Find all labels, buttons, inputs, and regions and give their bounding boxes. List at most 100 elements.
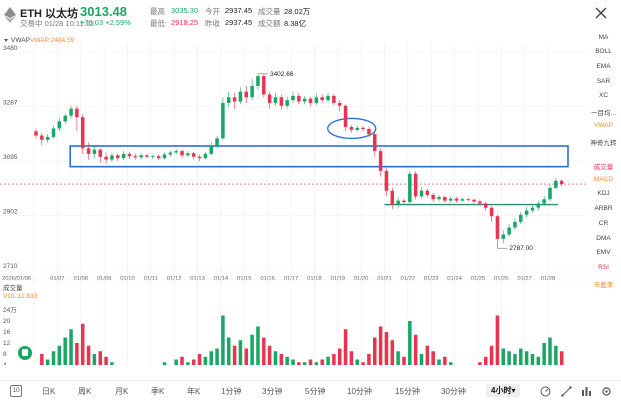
price-tick-label: 3480	[3, 45, 18, 52]
date-label: 01/13	[190, 276, 205, 282]
candle-body	[226, 97, 231, 103]
volume-bar	[197, 354, 202, 365]
period-day[interactable]: 日K	[42, 387, 56, 396]
candle-body	[367, 129, 371, 135]
volume-bar	[355, 359, 360, 365]
candle-body	[337, 102, 342, 106]
candle-body	[495, 216, 500, 239]
indicator-boll[interactable]: BOLL	[595, 48, 612, 55]
price-tick-label: 3287	[3, 100, 18, 107]
vwap-legend: VWAP VWAP:2484.59	[4, 37, 75, 44]
close-icon[interactable]	[594, 6, 608, 20]
volume-bar	[513, 354, 517, 365]
candle-body	[554, 180, 558, 188]
vwap-button[interactable]: VWAP	[11, 37, 30, 44]
indicator-pe[interactable]: 市盈率	[593, 282, 614, 289]
vwap-value: VWAP:2484.59	[30, 37, 75, 44]
indicator-arbr[interactable]: ARBR	[594, 205, 613, 212]
indicator-xc[interactable]: XC	[598, 92, 609, 99]
period-year[interactable]: 年K	[187, 387, 201, 396]
period-week[interactable]: 周K	[78, 387, 92, 396]
volume-bar	[98, 351, 103, 365]
indicator-rsi[interactable]: RSI	[598, 264, 609, 271]
candle-body	[413, 173, 418, 197]
indicator-sar[interactable]: SAR	[596, 78, 611, 85]
candle-body	[180, 151, 184, 156]
period-month[interactable]: 月K	[115, 387, 129, 396]
volume-bar	[291, 359, 295, 365]
volume-bar	[408, 321, 412, 365]
volume-bar	[373, 337, 377, 365]
candle-body	[156, 156, 161, 159]
indicator-ichimoku[interactable]: 一目均...	[591, 110, 616, 117]
gauge-icon[interactable]	[540, 386, 551, 397]
volume-bar	[478, 362, 482, 365]
period-10min[interactable]: 10分钟	[347, 387, 372, 396]
volume-bar	[337, 348, 342, 365]
period-3min[interactable]: 3分钟	[262, 387, 283, 396]
period-30min[interactable]: 30分钟	[441, 387, 466, 396]
volume-bar	[390, 340, 395, 365]
volume-bar	[519, 348, 523, 365]
draw-tool-icon[interactable]	[561, 386, 572, 397]
candle-body	[343, 105, 348, 128]
period-15min[interactable]: 15分钟	[395, 387, 420, 396]
date-label: 01/07	[50, 276, 65, 282]
volume-bar	[75, 343, 79, 365]
date-axis: 2026/01/06 01/07 01/08 01/09 01/10 01/11 01/12…	[2, 276, 555, 282]
indicator-macd[interactable]: MACD	[593, 176, 614, 183]
date-label: 01/26	[494, 276, 509, 282]
volume-bar	[80, 323, 85, 365]
period-1min[interactable]: 1分钟	[221, 387, 242, 396]
period-5min[interactable]: 5分钟	[305, 387, 326, 396]
candle-body	[542, 199, 546, 204]
candle-body	[63, 115, 67, 122]
candle-body	[302, 98, 307, 102]
volume-bar	[367, 354, 371, 365]
trade-time: 交易中 01/28 10:11:12	[20, 19, 95, 28]
turnover-label: 成交额	[258, 19, 281, 28]
indicator-dma[interactable]: DMA	[596, 235, 611, 242]
candle-body	[168, 152, 173, 155]
volume-bar	[349, 351, 354, 365]
volume-bar	[483, 356, 488, 365]
period-quarter[interactable]: 季K	[151, 387, 165, 396]
indicator-kdj[interactable]: KDJ	[597, 190, 610, 197]
period-count-box[interactable]: 10	[10, 385, 22, 397]
high-annotation: 3402.66	[270, 71, 294, 78]
indicator-cr[interactable]: CR	[598, 220, 609, 227]
volume-tick-label: 20	[3, 318, 11, 325]
indicator-ema[interactable]: EMA	[596, 63, 611, 70]
volume-bar	[308, 359, 313, 365]
candlestick-chart[interactable]: VWAP VWAP:2484.59 3480 3287 3095 2902 2710 3…	[0, 30, 586, 365]
candle-body	[232, 97, 237, 102]
indicator-ma[interactable]: MA	[598, 34, 609, 41]
candle-body	[460, 199, 465, 201]
candle-body	[285, 100, 289, 106]
eth-logo-icon	[4, 7, 16, 23]
date-label: 01/17	[284, 276, 299, 282]
candle-body	[174, 151, 178, 153]
indicator-emv[interactable]: EMV	[596, 249, 611, 256]
date-label: 01/22	[401, 276, 416, 282]
settings-icon[interactable]	[601, 386, 612, 397]
chart-type-icon[interactable]	[581, 386, 592, 397]
volume-bar	[297, 362, 301, 365]
indicator-volume[interactable]: 成交量	[593, 164, 614, 171]
candle-body	[524, 210, 529, 215]
candle-body	[408, 173, 412, 203]
volume-bar	[501, 348, 506, 365]
period-4h[interactable]: 4小时▾	[486, 384, 521, 397]
indicator-vwap[interactable]: VWAP	[594, 122, 613, 129]
candle-body	[472, 199, 476, 202]
candle-body	[419, 190, 424, 197]
candle-body	[320, 97, 324, 101]
candle-body	[98, 149, 103, 157]
price-tick-label: 2902	[3, 209, 18, 216]
high-value: 3035.30	[171, 6, 199, 15]
candle-body	[133, 156, 138, 158]
indicator-td9[interactable]: 神奇九转	[590, 140, 617, 147]
candle-body	[314, 97, 319, 103]
low-label: 最低	[150, 19, 165, 28]
prev-close-value: 2937.45	[225, 18, 253, 27]
